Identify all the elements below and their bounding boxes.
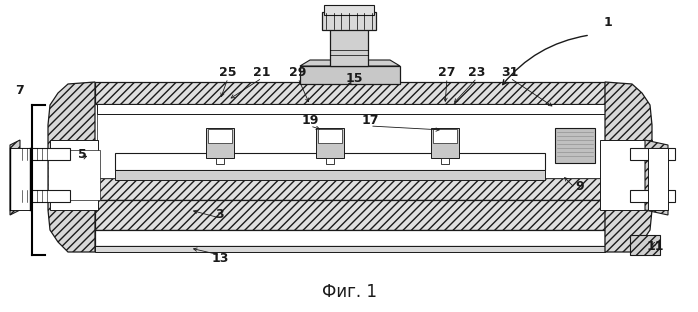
Bar	[555, 128, 595, 163]
Bar	[20, 190, 70, 202]
Bar	[97, 114, 605, 178]
Polygon shape	[605, 82, 652, 252]
Text: 1: 1	[604, 16, 612, 28]
Text: 17: 17	[362, 114, 379, 126]
Text: 15: 15	[346, 71, 363, 85]
Bar	[95, 200, 605, 230]
Bar	[648, 148, 668, 210]
Bar	[48, 150, 100, 200]
Bar	[50, 140, 98, 210]
Text: 9: 9	[576, 179, 584, 193]
Text: 13: 13	[211, 251, 229, 265]
Text: 7: 7	[15, 84, 24, 96]
Bar	[216, 158, 224, 164]
Bar	[206, 128, 234, 158]
Text: 5: 5	[77, 149, 87, 162]
Bar	[95, 230, 605, 246]
Bar	[433, 129, 457, 143]
Bar	[95, 178, 605, 200]
Bar	[20, 148, 70, 160]
Text: 25: 25	[219, 66, 237, 79]
Bar	[10, 148, 30, 210]
Bar	[95, 82, 605, 104]
Bar	[208, 129, 232, 143]
Bar	[322, 12, 376, 30]
Bar	[630, 148, 675, 160]
Bar	[441, 158, 449, 164]
Bar	[316, 128, 344, 158]
Bar	[95, 246, 605, 252]
Bar	[326, 158, 334, 164]
Bar	[115, 153, 545, 170]
Bar	[300, 66, 400, 84]
Bar	[600, 140, 652, 210]
Text: 27: 27	[438, 66, 456, 79]
Text: 29: 29	[289, 66, 306, 79]
Bar	[431, 128, 459, 158]
Text: 19: 19	[302, 114, 319, 126]
Text: 3: 3	[216, 208, 224, 222]
Text: 31: 31	[501, 66, 519, 79]
Text: 11: 11	[646, 241, 664, 253]
Text: 21: 21	[253, 66, 271, 79]
Bar	[318, 129, 342, 143]
Polygon shape	[10, 140, 20, 215]
Bar	[97, 104, 605, 114]
Polygon shape	[300, 60, 400, 66]
Bar	[324, 5, 374, 15]
Bar	[115, 170, 545, 180]
Text: Фиг. 1: Фиг. 1	[322, 283, 376, 301]
Polygon shape	[645, 140, 668, 215]
Bar	[330, 28, 368, 66]
Text: 23: 23	[468, 66, 486, 79]
Bar	[630, 190, 675, 202]
Polygon shape	[48, 82, 95, 252]
Bar	[630, 235, 660, 255]
